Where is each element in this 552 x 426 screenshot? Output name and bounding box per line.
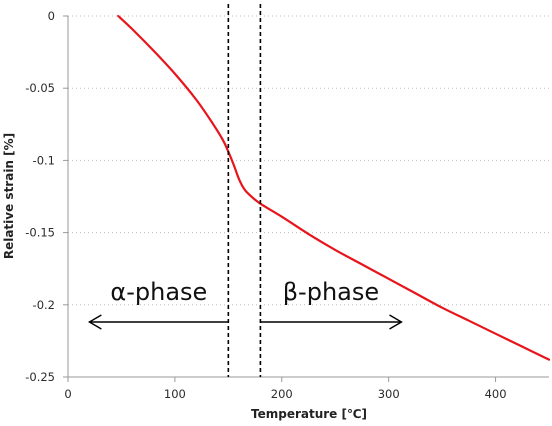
strain-curve <box>117 14 551 361</box>
x-axis-title: Temperature [℃] <box>251 407 367 421</box>
y-tick-label: -0.15 <box>25 226 55 240</box>
x-tick-label: 200 <box>271 387 293 401</box>
beta-phase-label: β-phase <box>283 278 379 306</box>
y-axis-title: Relative strain [%] <box>2 133 16 259</box>
grid-layer <box>68 15 549 306</box>
y-tick-label: -0.2 <box>33 298 55 312</box>
alpha-phase-label: α-phase <box>110 278 207 306</box>
y-tick-label: -0.1 <box>33 153 55 167</box>
x-tick-label: 100 <box>164 387 186 401</box>
annotation-layer: α-phase β-phase <box>87 4 403 377</box>
x-tick-label: 300 <box>378 387 400 401</box>
phase-arrow-head <box>389 314 403 330</box>
y-tick-label: -0.25 <box>25 370 55 384</box>
axis-layer: 0 -0.05 -0.1 -0.15 -0.2 -0.25 0 100 200 300 400 <box>25 9 549 401</box>
y-tick-label: -0.05 <box>25 81 55 95</box>
phase-arrow-head <box>87 314 102 330</box>
x-tick-label: 0 <box>64 387 71 401</box>
series-layer <box>117 14 551 361</box>
x-tick-label: 400 <box>485 387 507 401</box>
y-tick-label: 0 <box>48 9 55 23</box>
